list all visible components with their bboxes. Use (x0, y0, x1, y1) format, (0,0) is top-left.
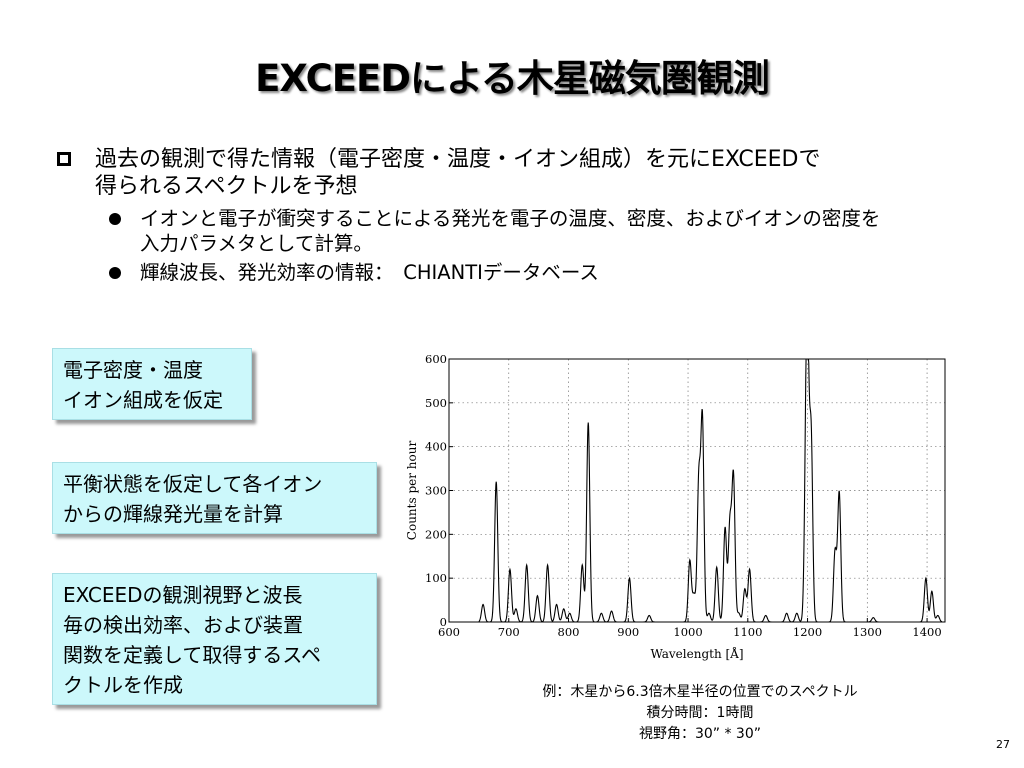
step-box-spectrum: EXCEEDの観測視野と波長 毎の検出効率、および装置 関数を定義して取得するス… (52, 573, 377, 705)
step-box-assumption: 電子密度・温度 イオン組成を仮定 (52, 348, 252, 420)
round-bullet-icon (109, 267, 121, 279)
x-tick-label: 1300 (853, 625, 882, 639)
axis-ticks: 600 700 800 900 1000 1100 1200 1300 1400 0 100 200 3… (425, 352, 942, 639)
y-tick-label: 0 (440, 615, 447, 629)
round-bullet-icon (109, 213, 121, 225)
y-tick-label: 300 (425, 484, 447, 498)
box-line: イオン組成を仮定 (63, 388, 223, 412)
main-bullet: 過去の観測で得た情報（電子密度・温度・イオン組成）を元にEXCEEDで 得られる… (55, 146, 975, 200)
main-bullet-line-1: 過去の観測で得た情報（電子密度・温度・イオン組成）を元にEXCEEDで (95, 147, 821, 172)
page-number: 27 (996, 738, 1010, 751)
y-tick-label: 600 (425, 352, 447, 366)
box-line: 毎の検出効率、および装置 (63, 613, 303, 637)
caption-line-1: 例：木星から6.3倍木星半径の位置でのスペクトル (542, 684, 858, 700)
x-tick-label: 1000 (673, 625, 702, 639)
y-axis-label: Counts per hour (405, 441, 419, 541)
spectrum-chart: 600 700 800 900 1000 1100 1200 1300 1400 0 100 200 3… (405, 352, 946, 661)
chart-caption: 例：木星から6.3倍木星半径の位置でのスペクトル 積分時間：1時間 視野角：30… (470, 682, 930, 745)
caption-line-3: 視野角：30” * 30” (638, 726, 762, 742)
step-box-calculation: 平衡状態を仮定して各イオン からの輝線発光量を計算 (52, 462, 377, 534)
x-tick-label: 1400 (912, 625, 941, 639)
x-tick-label: 800 (558, 625, 580, 639)
x-tick-label: 1100 (733, 625, 762, 639)
y-tick-label: 200 (425, 527, 447, 541)
box-line: 電子密度・温度 (63, 358, 203, 382)
x-tick-label: 600 (438, 625, 460, 639)
sub-bullet: イオンと電子が衝突することによる発光を電子の温度、密度、およびイオンの密度を 入… (55, 206, 975, 256)
box-line: 平衡状態を仮定して各イオン (63, 472, 323, 496)
chart-grid (449, 359, 945, 622)
x-axis-label: Wavelength [Å] (650, 646, 743, 661)
square-bullet-icon (57, 152, 71, 166)
box-line: EXCEEDの観測視野と波長 (63, 583, 303, 607)
y-tick-label: 400 (425, 440, 447, 454)
sub-bullet-1-line-2: 入力パラメタとして計算。 (140, 232, 373, 255)
box-line: クトルを作成 (63, 673, 183, 697)
box-line: 関数を定義して取得するスペ (63, 643, 321, 667)
slide-title: EXCEEDによる木星磁気圏観測 (255, 57, 770, 100)
x-tick-label: 1200 (793, 625, 822, 639)
x-tick-label: 700 (498, 625, 520, 639)
x-tick-label: 900 (617, 625, 639, 639)
bullet-list: 過去の観測で得た情報（電子密度・温度・イオン組成）を元にEXCEEDで 得られる… (55, 146, 975, 289)
caption-line-2: 積分時間：1時間 (646, 705, 754, 721)
box-line: からの輝線発光量を計算 (63, 502, 283, 526)
main-bullet-line-2: 得られるスペクトルを予想 (95, 174, 358, 199)
sub-bullet-1-line-1: イオンと電子が衝突することによる発光を電子の温度、密度、およびイオンの密度を (140, 207, 881, 230)
sub-bullet-2-line-1: 輝線波長、発光効率の情報： CHIANTIデータベース (140, 261, 599, 284)
y-tick-label: 500 (425, 396, 447, 410)
sub-bullet: 輝線波長、発光効率の情報： CHIANTIデータベース (55, 260, 975, 285)
y-tick-label: 100 (425, 571, 447, 585)
sub-bullet-list: イオンと電子が衝突することによる発光を電子の温度、密度、およびイオンの密度を 入… (55, 206, 975, 285)
